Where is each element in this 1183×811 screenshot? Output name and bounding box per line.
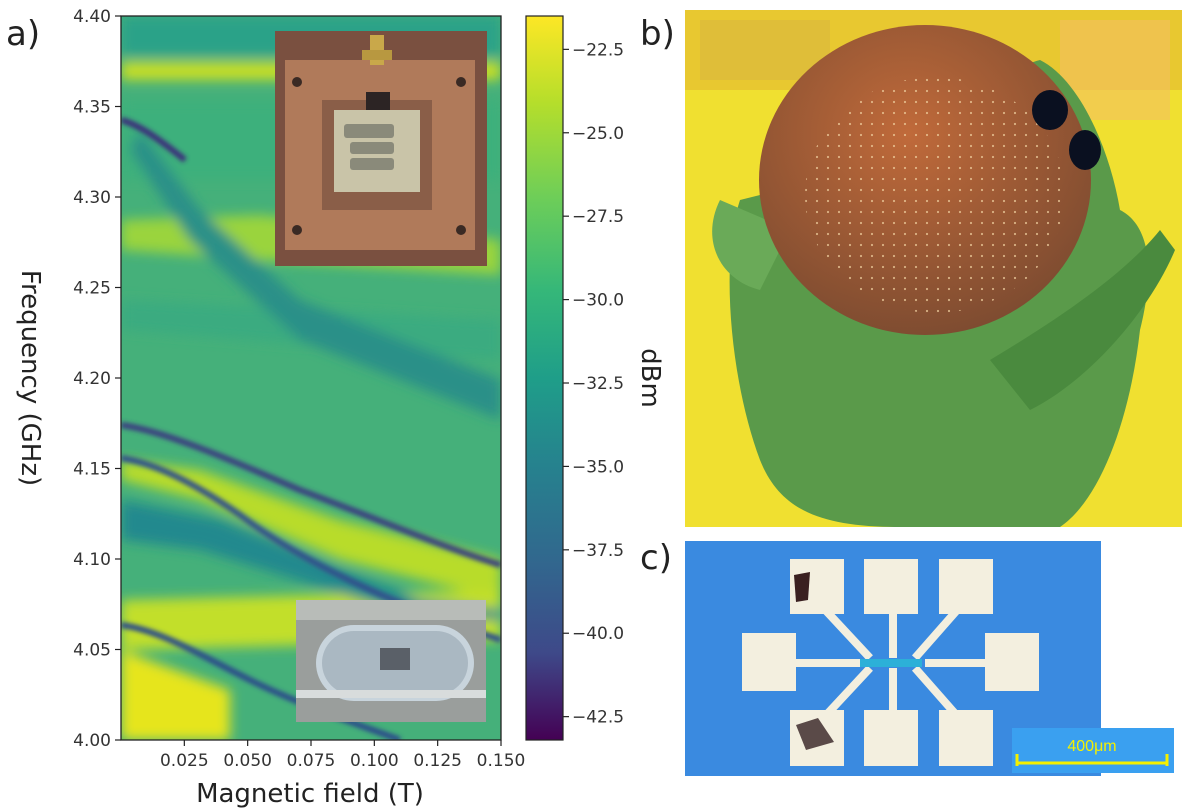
y-tick-label: 4.30 <box>73 188 111 208</box>
scale-bar-box <box>1012 728 1174 773</box>
x-tick-label: 0.125 <box>413 751 462 771</box>
pad <box>939 710 993 766</box>
colorbar-tick-label: −32.5 <box>572 374 624 394</box>
y-axis: 4.00 4.05 4.10 4.15 4.20 4.25 4.30 4.35 4.40 <box>73 7 121 751</box>
colorbar-tick-label: −25.0 <box>572 124 624 144</box>
x-tick-label: 0.025 <box>160 751 209 771</box>
y-tick-label: 4.40 <box>73 7 111 27</box>
colorbar-tick-label: −42.5 <box>572 708 624 728</box>
pad <box>939 559 993 614</box>
y-tick-label: 4.25 <box>73 279 111 299</box>
pad <box>864 559 918 614</box>
pad <box>864 710 918 766</box>
y-tick-label: 4.10 <box>73 550 111 570</box>
chip-micrograph: 400μm <box>685 541 1174 776</box>
colorbar-tick-label: −40.0 <box>572 624 624 644</box>
colorbar-axis: −22.5 −25.0 −27.5 −30.0 −32.5 −35.0 −37.5 −40.0… <box>563 40 624 728</box>
x-tick-label: 0.050 <box>223 751 272 771</box>
pad <box>985 633 1039 691</box>
y-tick-label: 4.05 <box>73 641 111 661</box>
scale-bar-label: 400μm <box>1067 738 1116 755</box>
panel-a-label: a) <box>6 14 41 54</box>
wafer-photo <box>685 10 1182 527</box>
colorbar-tick-label: −35.0 <box>572 457 624 477</box>
inset-device-closeup <box>296 600 486 722</box>
y-tick-label: 4.00 <box>73 731 111 751</box>
x-tick-label: 0.150 <box>477 751 526 771</box>
colorbar-tick-label: −27.5 <box>572 207 624 227</box>
colorbar <box>525 15 564 741</box>
x-tick-label: 0.075 <box>287 751 336 771</box>
colorbar-title: dBm <box>635 348 665 408</box>
y-tick-label: 4.35 <box>73 98 111 118</box>
panel-b-label: b) <box>640 14 675 54</box>
colorbar-tick-label: −22.5 <box>572 40 624 60</box>
colorbar-tick-label: −30.0 <box>572 291 624 311</box>
x-tick-label: 0.100 <box>350 751 399 771</box>
panel-c-label: c) <box>640 538 672 578</box>
y-tick-label: 4.15 <box>73 460 111 480</box>
inset-sample-holder <box>275 31 487 266</box>
y-tick-label: 4.20 <box>73 369 111 389</box>
x-axis: 0.025 0.050 0.075 0.100 0.125 0.150 <box>160 740 525 771</box>
x-axis-title: Magnetic field (T) <box>196 779 424 809</box>
colorbar-tick-label: −37.5 <box>572 541 624 561</box>
pad <box>742 633 796 691</box>
y-axis-title: Frequency (GHz) <box>15 270 45 486</box>
